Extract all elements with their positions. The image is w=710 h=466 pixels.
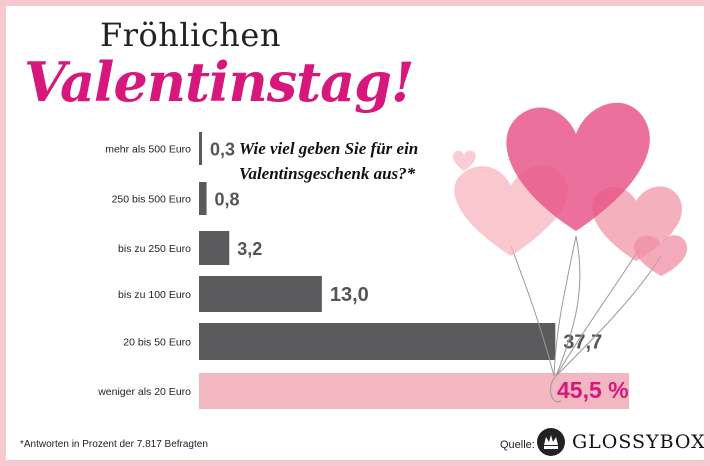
heart-balloon-small — [634, 235, 688, 276]
heart-balloon-main — [506, 102, 650, 231]
glossybox-logo-icon — [537, 428, 565, 456]
category-label: weniger als 20 Euro — [97, 386, 191, 398]
bar-chart: mehr als 500 Euro 0,3 250 bis 500 Euro 0,8 b… — [97, 132, 629, 409]
category-label: 250 bis 500 Euro — [112, 194, 192, 206]
survey-question: Wie viel geben Sie für ein Valentinsgesc… — [239, 139, 419, 183]
data-label: 0,8 — [215, 190, 240, 210]
data-label: 3,2 — [237, 239, 262, 259]
string-loop — [550, 375, 562, 403]
bar — [199, 182, 207, 215]
data-label: 0,3 — [210, 140, 235, 160]
data-label: 13,0 — [330, 284, 369, 306]
brand-name: GLOSSYBOX — [572, 431, 704, 453]
title-line-2: Valentinstag! — [24, 50, 415, 114]
bar — [199, 323, 556, 360]
heart-balloons-illustration — [452, 102, 688, 403]
source-label: Quelle: — [500, 439, 535, 451]
data-label: 45,5 % — [557, 377, 629, 403]
category-label: mehr als 500 Euro — [105, 144, 191, 156]
heart-balloon-tiny — [452, 150, 476, 171]
bar — [199, 231, 230, 265]
category-label: bis zu 250 Euro — [118, 243, 191, 255]
bar — [199, 276, 322, 312]
title-line-1: Fröhlichen — [100, 16, 281, 54]
infographic-frame: Fröhlichen Valentinstag! mehr als 500 Eu… — [6, 6, 704, 460]
footnote: *Antworten in Prozent der 7.817 Befragte… — [20, 439, 208, 450]
category-label: 20 bis 50 Euro — [123, 337, 191, 349]
balloon-strings — [510, 235, 662, 377]
category-label: bis zu 100 Euro — [118, 289, 191, 301]
bar — [199, 132, 202, 165]
bar — [199, 373, 629, 409]
